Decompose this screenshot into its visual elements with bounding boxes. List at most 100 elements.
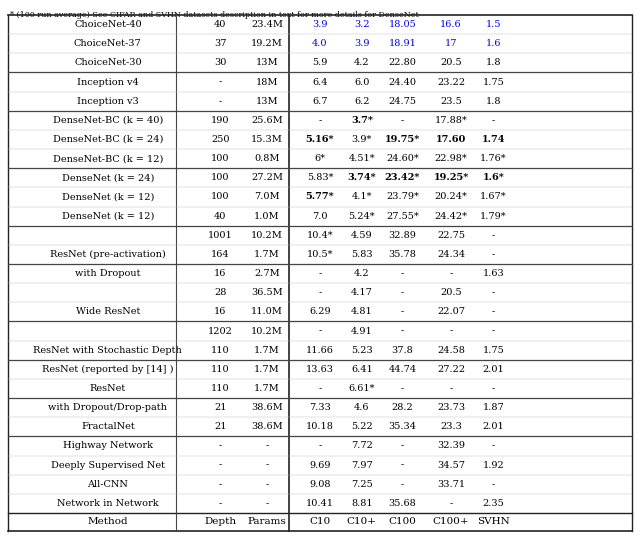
Text: DenseNet-BC (k = 12): DenseNet-BC (k = 12) <box>52 154 163 163</box>
Text: -: - <box>218 441 222 451</box>
Text: 10.4*: 10.4* <box>307 231 333 240</box>
Text: 4.6: 4.6 <box>354 403 369 412</box>
Text: 1.8: 1.8 <box>486 58 501 67</box>
Text: -: - <box>449 269 452 278</box>
Text: ResNet (pre-activation): ResNet (pre-activation) <box>50 250 166 259</box>
Text: 10.18: 10.18 <box>306 423 334 431</box>
Text: 5.23: 5.23 <box>351 345 372 355</box>
Text: 11.0M: 11.0M <box>251 307 283 316</box>
Text: -: - <box>266 499 269 508</box>
Text: 6.4: 6.4 <box>312 78 328 87</box>
Text: 37: 37 <box>214 39 227 48</box>
Text: 5.22: 5.22 <box>351 423 372 431</box>
Text: 1.75: 1.75 <box>483 78 504 87</box>
Text: 5.16*: 5.16* <box>306 135 334 144</box>
Text: C10: C10 <box>309 517 331 527</box>
Text: 5.9: 5.9 <box>312 58 328 67</box>
Text: ChoiceNet-37: ChoiceNet-37 <box>74 39 141 48</box>
Text: 1.6*: 1.6* <box>483 174 504 182</box>
Text: 23.3: 23.3 <box>440 423 462 431</box>
Text: -: - <box>318 327 322 336</box>
Text: -: - <box>492 288 495 297</box>
Text: 4.2: 4.2 <box>354 58 370 67</box>
Text: 27.2M: 27.2M <box>251 174 283 182</box>
Text: -: - <box>401 307 404 316</box>
Text: -: - <box>492 231 495 240</box>
Text: with Dropout/Drop-path: with Dropout/Drop-path <box>49 403 167 412</box>
Text: -: - <box>449 499 452 508</box>
Text: 13M: 13M <box>255 96 278 106</box>
Text: 20.5: 20.5 <box>440 288 462 297</box>
Text: 22.80: 22.80 <box>388 58 416 67</box>
Text: FractalNet: FractalNet <box>81 423 134 431</box>
Text: 10.5*: 10.5* <box>307 250 333 259</box>
Text: 1.75: 1.75 <box>483 345 504 355</box>
Text: 7.97: 7.97 <box>351 461 372 469</box>
Text: -: - <box>318 384 322 393</box>
Text: SVHN: SVHN <box>477 517 510 527</box>
Text: -: - <box>449 327 452 336</box>
Text: 10.41: 10.41 <box>306 499 334 508</box>
Text: 110: 110 <box>211 365 230 374</box>
Text: 4.51*: 4.51* <box>349 154 375 163</box>
Text: DenseNet (k = 12): DenseNet (k = 12) <box>61 212 154 220</box>
Text: -: - <box>401 269 404 278</box>
Text: 34.57: 34.57 <box>437 461 465 469</box>
Text: 4.1*: 4.1* <box>351 192 372 202</box>
Text: C100: C100 <box>388 517 416 527</box>
Text: 38.6M: 38.6M <box>251 423 283 431</box>
Text: 2.35: 2.35 <box>483 499 504 508</box>
Text: 27.55*: 27.55* <box>386 212 419 220</box>
Text: Network in Network: Network in Network <box>57 499 159 508</box>
Text: 4.91: 4.91 <box>351 327 372 336</box>
Text: 33.71: 33.71 <box>437 480 465 489</box>
Text: 10.2M: 10.2M <box>251 231 283 240</box>
Text: 16.6: 16.6 <box>440 20 462 29</box>
Text: 6.61*: 6.61* <box>349 384 375 393</box>
Text: 1.87: 1.87 <box>483 403 504 412</box>
Text: 110: 110 <box>211 384 230 393</box>
Text: DenseNet (k = 12): DenseNet (k = 12) <box>61 192 154 202</box>
Text: with Dropout: with Dropout <box>75 269 141 278</box>
Text: 15.3M: 15.3M <box>251 135 283 144</box>
Text: 7.25: 7.25 <box>351 480 372 489</box>
Text: 35.68: 35.68 <box>388 499 416 508</box>
Text: 40: 40 <box>214 20 227 29</box>
Text: -: - <box>401 288 404 297</box>
Text: 38.6M: 38.6M <box>251 403 283 412</box>
Text: 28.2: 28.2 <box>392 403 413 412</box>
Text: 1202: 1202 <box>208 327 232 336</box>
Text: 16: 16 <box>214 269 227 278</box>
Text: 2.01: 2.01 <box>483 423 504 431</box>
Text: 1.63: 1.63 <box>483 269 504 278</box>
Text: 100: 100 <box>211 192 229 202</box>
Text: 1.6: 1.6 <box>486 39 501 48</box>
Text: -: - <box>492 250 495 259</box>
Text: 24.58: 24.58 <box>437 345 465 355</box>
Text: 100: 100 <box>211 154 229 163</box>
Text: 1.7M: 1.7M <box>254 384 280 393</box>
Text: Deeply Supervised Net: Deeply Supervised Net <box>51 461 165 469</box>
Text: 17.88*: 17.88* <box>435 116 467 125</box>
Text: 20.5: 20.5 <box>440 58 462 67</box>
Text: 36.5M: 36.5M <box>251 288 283 297</box>
Text: 21: 21 <box>214 423 227 431</box>
Text: 4.17: 4.17 <box>351 288 372 297</box>
Text: 3.9: 3.9 <box>312 20 328 29</box>
Text: 21: 21 <box>214 403 227 412</box>
Text: 23.42*: 23.42* <box>385 174 420 182</box>
Text: 1.92: 1.92 <box>483 461 504 469</box>
Text: ResNet with Stochastic Depth: ResNet with Stochastic Depth <box>33 345 182 355</box>
Text: 1.76*: 1.76* <box>480 154 507 163</box>
Text: DenseNet-BC (k = 40): DenseNet-BC (k = 40) <box>52 116 163 125</box>
Text: Method: Method <box>88 517 128 527</box>
Text: ResNet (reported by [14] ): ResNet (reported by [14] ) <box>42 365 173 374</box>
Text: -: - <box>492 116 495 125</box>
Text: 1.67*: 1.67* <box>480 192 507 202</box>
Text: 19.25*: 19.25* <box>433 174 468 182</box>
Text: 19.2M: 19.2M <box>251 39 283 48</box>
Text: 4.81: 4.81 <box>351 307 372 316</box>
Text: ChoiceNet-40: ChoiceNet-40 <box>74 20 141 29</box>
Text: -: - <box>401 327 404 336</box>
Text: 24.34: 24.34 <box>437 250 465 259</box>
